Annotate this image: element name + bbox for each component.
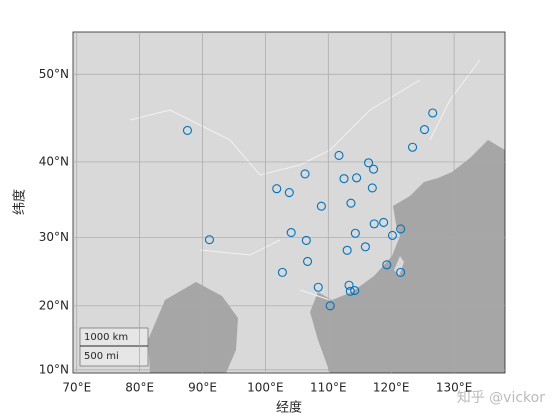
point bbox=[345, 286, 355, 296]
point bbox=[272, 184, 282, 194]
point bbox=[419, 125, 430, 135]
point bbox=[342, 245, 352, 255]
point bbox=[286, 227, 296, 238]
point bbox=[350, 286, 360, 296]
x-tick-label: 70°E bbox=[62, 381, 91, 395]
point bbox=[313, 282, 323, 292]
point bbox=[204, 235, 215, 245]
scale-label: 1000 km bbox=[84, 332, 128, 343]
point bbox=[182, 125, 192, 135]
point bbox=[339, 174, 349, 184]
point bbox=[352, 173, 362, 183]
x-tick-label: 110°E bbox=[310, 381, 347, 395]
point bbox=[408, 142, 418, 152]
point bbox=[316, 201, 326, 211]
point bbox=[369, 219, 379, 229]
point bbox=[363, 158, 374, 168]
point bbox=[277, 267, 287, 277]
scale-box bbox=[79, 327, 149, 367]
y-tick-label: 20°N bbox=[39, 298, 69, 312]
y-tick-label: 40°N bbox=[39, 154, 69, 168]
point bbox=[387, 230, 397, 240]
x-tick-label: 90°E bbox=[188, 381, 217, 395]
point bbox=[301, 235, 311, 245]
point bbox=[346, 198, 356, 208]
x-axis-label: 经度 bbox=[276, 400, 302, 416]
point bbox=[360, 242, 370, 252]
point bbox=[379, 217, 389, 227]
x-tick-label: 80°E bbox=[125, 381, 154, 395]
y-tick-label: 10°N bbox=[39, 362, 69, 376]
point bbox=[367, 183, 377, 193]
y-tick-label: 50°N bbox=[39, 67, 69, 81]
scale-bar: 1000 km 500 mi bbox=[79, 327, 149, 367]
basemap bbox=[73, 32, 505, 373]
point bbox=[396, 224, 406, 234]
point bbox=[300, 169, 310, 179]
point bbox=[303, 256, 313, 266]
point bbox=[284, 188, 294, 198]
x-tick-label: 120°E bbox=[373, 381, 410, 395]
point bbox=[369, 164, 379, 174]
x-tick-label: 130°E bbox=[436, 381, 473, 395]
x-tick-label: 100°E bbox=[247, 381, 284, 395]
point bbox=[382, 260, 392, 270]
y-tick-label: 30°N bbox=[39, 230, 69, 244]
ocean bbox=[310, 140, 505, 373]
point bbox=[334, 150, 344, 161]
point bbox=[344, 280, 354, 290]
border bbox=[129, 59, 481, 301]
point bbox=[325, 301, 335, 311]
scale-label: 500 mi bbox=[84, 351, 119, 362]
point bbox=[396, 267, 406, 277]
point bbox=[350, 228, 360, 238]
ocean bbox=[148, 282, 238, 373]
point bbox=[428, 108, 438, 118]
y-axis-label: 纬度 bbox=[12, 189, 28, 215]
watermark: 知乎 @vickor bbox=[457, 389, 545, 406]
plot-frame bbox=[72, 31, 506, 374]
